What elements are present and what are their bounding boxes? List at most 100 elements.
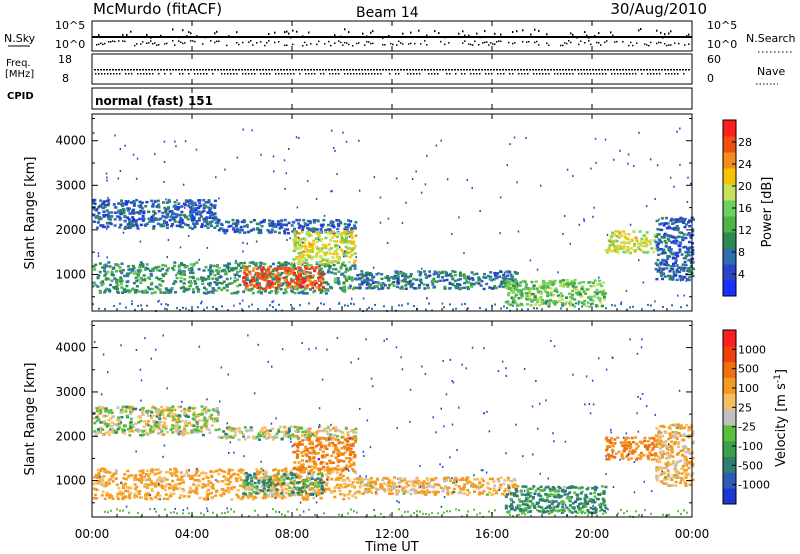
echo-pixel bbox=[408, 280, 412, 284]
echo-pixel bbox=[104, 410, 108, 413]
echo-pixel bbox=[204, 411, 208, 415]
nave-point bbox=[419, 73, 421, 75]
echo-pixel bbox=[586, 301, 590, 304]
echo-pixel bbox=[316, 469, 320, 472]
echo-pixel bbox=[233, 280, 237, 283]
echo-pixel bbox=[312, 228, 316, 232]
echo-pixel bbox=[207, 282, 210, 286]
noise-pixel bbox=[246, 242, 248, 245]
nsky-point bbox=[658, 41, 660, 44]
echo-pixel bbox=[314, 266, 318, 270]
echo-pixel bbox=[119, 411, 123, 414]
noise-pixel bbox=[318, 264, 321, 267]
echo-pixel bbox=[195, 261, 199, 264]
nave-point bbox=[554, 73, 556, 75]
echo-pixel bbox=[257, 432, 261, 435]
echo-pixel bbox=[152, 414, 156, 417]
echo-pixel bbox=[268, 271, 272, 274]
echo-pixel bbox=[284, 228, 288, 231]
echo-pixel bbox=[283, 218, 287, 222]
noise-pixel bbox=[271, 301, 273, 304]
ground-pixel bbox=[278, 303, 280, 306]
noise-pixel bbox=[654, 198, 656, 200]
echo-pixel bbox=[584, 292, 588, 295]
echo-pixel bbox=[278, 495, 282, 498]
echo-pixel bbox=[540, 286, 544, 289]
noise-pixel bbox=[583, 219, 585, 222]
echo-pixel bbox=[306, 276, 309, 279]
echo-pixel bbox=[222, 430, 226, 433]
echo-pixel bbox=[277, 430, 281, 433]
echo-pixel bbox=[154, 496, 158, 499]
nave-point bbox=[353, 73, 355, 75]
echo-pixel bbox=[128, 434, 132, 437]
echo-pixel bbox=[156, 199, 160, 203]
echo-pixel bbox=[97, 479, 101, 483]
echo-pixel bbox=[377, 282, 381, 285]
echo-pixel bbox=[309, 431, 313, 434]
nsky-point bbox=[488, 44, 490, 46]
echo-pixel bbox=[263, 496, 267, 499]
nave-point bbox=[653, 73, 655, 75]
echo-pixel bbox=[578, 291, 582, 295]
echo-pixel bbox=[314, 231, 318, 234]
nsky-point bbox=[396, 44, 398, 46]
echo-pixel bbox=[302, 488, 306, 491]
echo-pixel bbox=[404, 287, 408, 290]
echo-pixel bbox=[170, 474, 174, 477]
freq-point bbox=[259, 69, 261, 71]
echo-pixel bbox=[308, 228, 311, 231]
echo-pixel bbox=[544, 287, 547, 291]
echo-pixel bbox=[98, 408, 102, 412]
echo-pixel bbox=[293, 291, 297, 295]
echo-pixel bbox=[185, 200, 189, 203]
echo-pixel bbox=[104, 422, 108, 426]
echo-pixel bbox=[283, 261, 287, 265]
echo-pixel bbox=[312, 290, 316, 294]
echo-pixel bbox=[131, 220, 135, 223]
echo-pixel bbox=[116, 264, 120, 267]
echo-pixel bbox=[199, 204, 203, 208]
noise-pixel bbox=[236, 156, 239, 159]
echo-pixel bbox=[102, 215, 106, 218]
echo-pixel bbox=[111, 474, 115, 477]
freq-point bbox=[625, 69, 627, 71]
echo-pixel bbox=[111, 274, 115, 277]
ground-pixel bbox=[206, 306, 208, 309]
ground-pixel bbox=[269, 304, 271, 307]
echo-pixel bbox=[168, 218, 172, 222]
noise-pixel bbox=[331, 190, 333, 193]
echo-pixel bbox=[337, 224, 341, 228]
echo-pixel bbox=[602, 295, 606, 299]
echo-pixel bbox=[572, 282, 576, 286]
colorbar-tick-label: 8 bbox=[738, 246, 745, 259]
echo-pixel bbox=[234, 261, 238, 265]
echo-pixel bbox=[135, 285, 139, 288]
echo-pixel bbox=[298, 285, 302, 289]
echo-pixel bbox=[205, 427, 209, 430]
ground-pixel bbox=[329, 308, 331, 311]
echo-pixel bbox=[217, 266, 221, 270]
echo-pixel bbox=[339, 240, 343, 244]
echo-pixel bbox=[211, 216, 215, 220]
nsky-point bbox=[462, 42, 464, 44]
echo-pixel bbox=[271, 220, 275, 223]
nsearch-point bbox=[516, 30, 518, 33]
echo-pixel bbox=[668, 249, 672, 253]
echo-pixel bbox=[110, 431, 114, 434]
echo-pixel bbox=[236, 228, 240, 231]
echo-pixel bbox=[92, 220, 96, 223]
nave-point bbox=[263, 73, 265, 75]
echo-pixel bbox=[215, 283, 219, 286]
echo-pixel bbox=[113, 277, 117, 280]
noise-pixel bbox=[379, 196, 382, 199]
echo-pixel bbox=[543, 285, 547, 289]
echo-pixel bbox=[153, 427, 157, 431]
echo-pixel bbox=[159, 224, 163, 227]
echo-pixel bbox=[158, 409, 162, 413]
echo-pixel bbox=[117, 209, 121, 212]
echo-pixel bbox=[135, 276, 139, 279]
echo-pixel bbox=[315, 228, 319, 231]
echo-pixel bbox=[240, 228, 244, 232]
noise-pixel bbox=[659, 222, 662, 225]
